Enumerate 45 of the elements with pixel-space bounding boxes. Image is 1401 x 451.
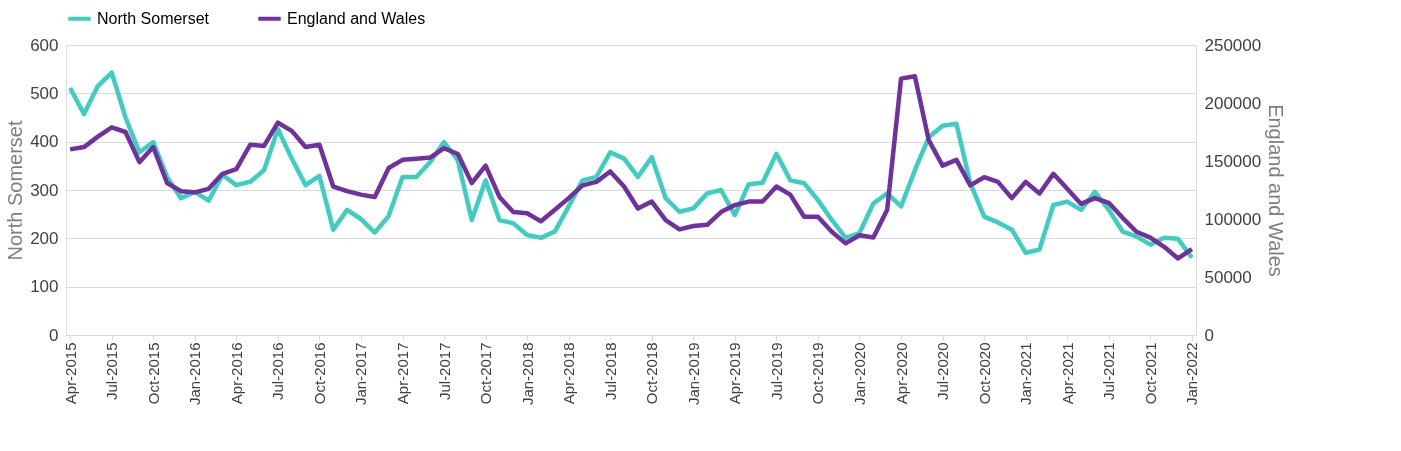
x-tick-label: Jul-2021 — [1100, 342, 1118, 401]
y-tick-label: 0 — [49, 325, 59, 345]
x-tick-label: Apr-2017 — [394, 342, 412, 405]
x-tick-label: Jul-2016 — [269, 342, 287, 401]
x-tick-label: Jan-2019 — [684, 342, 702, 406]
y2-tick-label: 0 — [1204, 325, 1214, 345]
y-tick-label: 200 — [30, 228, 59, 248]
x-tick-label: Oct-2016 — [310, 342, 328, 405]
y-axis-title: North Somerset — [4, 120, 27, 261]
y-tick-label: 300 — [30, 180, 59, 200]
x-tick-label: Jan-2018 — [518, 342, 536, 406]
x-tick-label: Oct-2019 — [809, 342, 827, 405]
x-tick-label: Jul-2020 — [934, 342, 952, 401]
y2-tick-label: 250000 — [1204, 35, 1262, 55]
y2-tick-label: 100000 — [1204, 209, 1262, 229]
x-tick-label: Apr-2020 — [892, 342, 910, 405]
y2-tick-label: 50000 — [1204, 267, 1252, 287]
y2-tick-label: 200000 — [1204, 93, 1262, 113]
x-tick-label: Apr-2019 — [726, 342, 744, 405]
legend-label: England and Wales — [287, 9, 426, 27]
x-tick-label: Oct-2015 — [144, 342, 162, 405]
x-tick-label: Jan-2022 — [1183, 342, 1201, 406]
y-tick-label: 500 — [30, 83, 59, 103]
x-tick-label: Oct-2018 — [643, 342, 661, 405]
y2-tick-label: 150000 — [1204, 151, 1262, 171]
x-tick-label: Apr-2021 — [1058, 342, 1076, 405]
x-tick-label: Oct-2021 — [1141, 342, 1159, 405]
x-tick-label: Jan-2016 — [186, 342, 204, 406]
x-tick-label: Jul-2015 — [103, 342, 121, 401]
y-tick-label: 100 — [30, 277, 59, 297]
x-tick-label: Apr-2018 — [560, 342, 578, 405]
x-tick-label: Apr-2016 — [227, 342, 245, 405]
x-tick-label: Jan-2017 — [352, 342, 370, 406]
x-tick-label: Jul-2019 — [767, 342, 785, 401]
x-tick-label: Jul-2017 — [435, 342, 453, 401]
x-tick-label: Jan-2021 — [1017, 342, 1035, 406]
y-tick-label: 600 — [30, 35, 59, 55]
x-tick-label: Oct-2017 — [477, 342, 495, 405]
x-tick-label: Oct-2020 — [975, 342, 993, 405]
y2-axis-title: England and Wales — [1265, 104, 1288, 277]
x-tick-label: Apr-2015 — [61, 342, 79, 405]
y-tick-label: 400 — [30, 132, 59, 152]
legend-label: North Somerset — [97, 9, 210, 27]
x-tick-label: Jan-2020 — [850, 342, 868, 406]
x-tick-label: Jul-2018 — [601, 342, 619, 401]
